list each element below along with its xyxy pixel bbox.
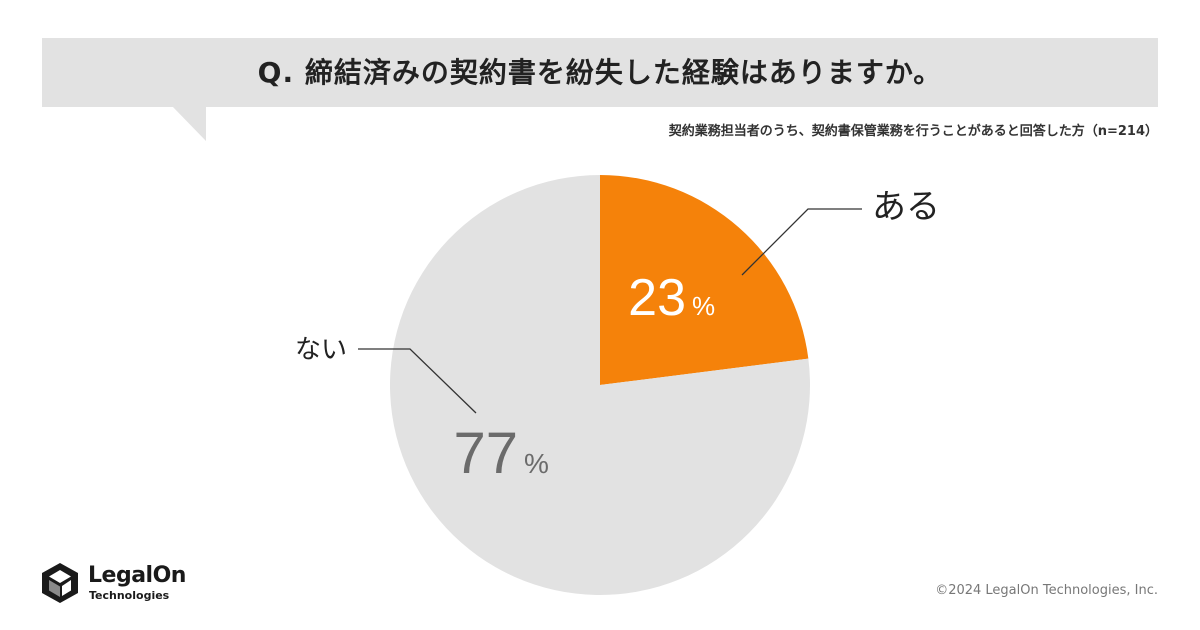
logo-mark-icon — [42, 563, 78, 603]
value-unit-2: % — [524, 448, 549, 479]
copyright-text: ©2024 LegalOn Technologies, Inc. — [935, 583, 1158, 598]
value-label-2: 77 — [453, 421, 518, 486]
value-label-1: 23 — [628, 269, 686, 327]
value-unit-1: % — [692, 291, 715, 321]
category-label-1: ある — [872, 187, 940, 227]
leader-lines — [358, 208, 862, 414]
pie-labels: ある 23 % ない 77% — [295, 187, 940, 486]
pie-slice-2 — [390, 175, 810, 595]
brand-logo: LegalOn Technologies — [40, 561, 190, 605]
question-banner — [42, 38, 1158, 107]
pie-slice-1 — [600, 175, 809, 385]
brand-subtitle: Technologies — [89, 589, 170, 602]
category-label-2: ない — [295, 335, 347, 365]
question-title: Q. 締結済みの契約書を紛失した経験はありますか。 — [257, 56, 943, 89]
leader-line-1 — [741, 208, 862, 276]
respondent-note: 契約業務担当者のうち、契約書保管業務を行うことがあると回答した方（n=214） — [668, 124, 1158, 139]
leader-line-2 — [358, 348, 477, 414]
pie-slices — [390, 175, 810, 595]
brand-name: LegalOn — [88, 563, 186, 588]
